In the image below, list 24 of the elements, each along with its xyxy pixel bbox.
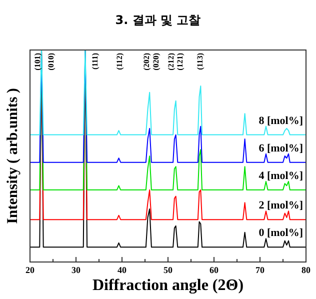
series-label: 2 [mol%] [258,200,303,212]
x-tick-label: 50 [164,265,173,275]
annotation: (010) [46,52,56,70]
x-axis-title: Diffraction angle (2Θ) [92,277,244,294]
x-tick-label: 80 [302,265,311,275]
annotation: (020) [152,52,161,70]
x-tick-label: 40 [118,265,127,275]
annotation: (111) [90,52,100,70]
series-label: 6 [mol%] [258,142,303,154]
x-tick-label: 60 [210,265,219,275]
annotation: (121) [176,52,184,70]
annotation: (101) [32,52,42,70]
series-label: 4 [mol%] [258,170,303,182]
annotation: (202) [142,52,151,70]
annotation: (212) [166,52,176,70]
x-tick-label: 20 [26,265,35,275]
annotation: (113) [195,52,204,70]
annotation: (112) [114,52,124,70]
x-tick-label: 70 [256,265,265,275]
chart-title: 3. 결과 및 고찰 [115,13,201,27]
series-label: 8 [mol%] [258,114,303,127]
series-label: 0 [mol%] [258,227,303,240]
x-tick-label: 30 [72,265,81,275]
y-axis-title: Intensity ( arb.units ) [5,88,21,224]
